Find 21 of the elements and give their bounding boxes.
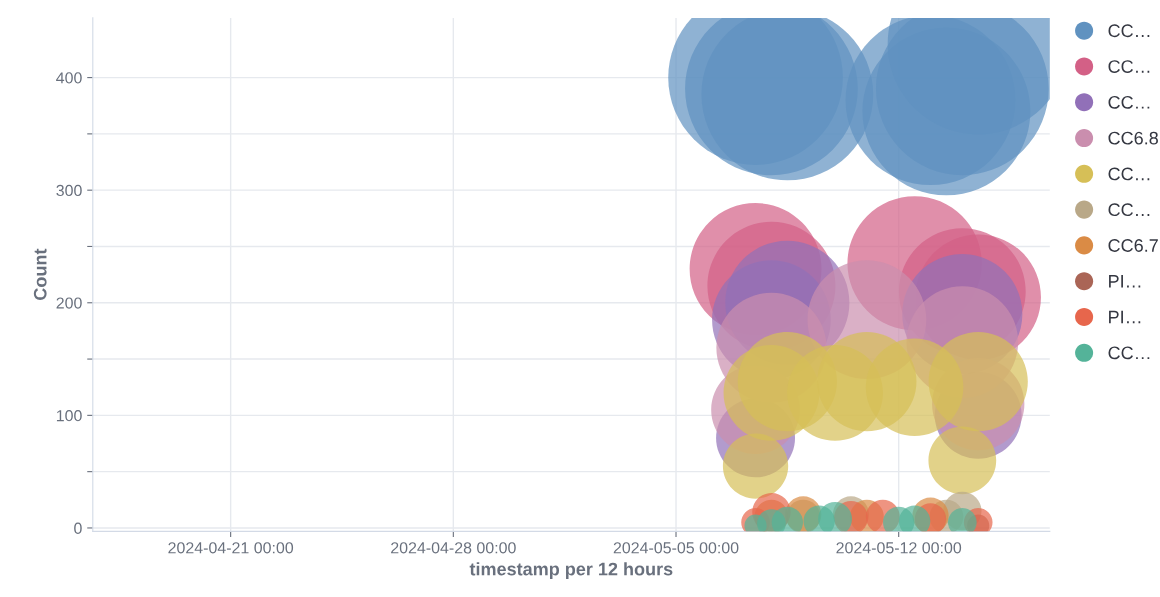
legend-label: PI… [1109, 310, 1141, 324]
x-tick-label: 2024-04-21 00:00 [168, 542, 294, 554]
y-tick-label: 400 [56, 72, 82, 84]
x-tick-label: 2024-05-12 00:00 [836, 542, 962, 554]
x-tick-label: 2024-04-28 00:00 [391, 542, 516, 554]
x-axis-title: timestamp per 12 hours [469, 562, 673, 580]
legend-label: CC… [1108, 60, 1150, 73]
y-tick-label: 0 [74, 522, 82, 534]
legend-label: CC… [1108, 346, 1150, 360]
legend-label: PI… [1109, 275, 1141, 288]
legend-label: CC6.8 [1108, 131, 1158, 145]
y-tick-label: 100 [56, 409, 82, 422]
y-tick-label: 200 [56, 297, 82, 309]
legend-label: CC… [1108, 95, 1150, 109]
y-axis-title: Count [33, 248, 47, 300]
legend-label: CC… [1108, 203, 1150, 217]
y-tick-label: 300 [56, 184, 82, 197]
x-tick-label: 2024-05-05 00:00 [613, 542, 739, 554]
legend-label: CC… [1108, 167, 1150, 181]
legend-label: CC6.7 [1108, 239, 1158, 252]
legend-label: CC… [1108, 24, 1150, 38]
